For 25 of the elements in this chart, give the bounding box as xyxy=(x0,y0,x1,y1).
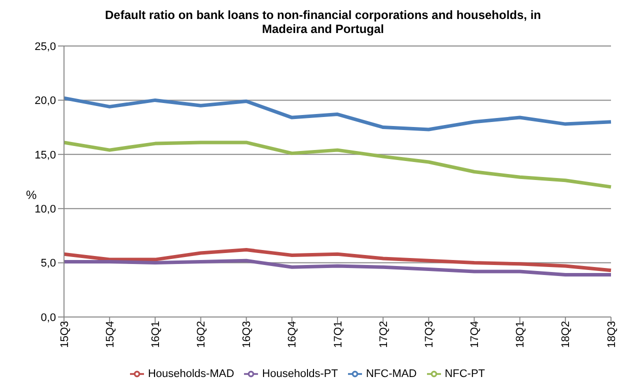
y-tick-label: 5,0 xyxy=(40,258,56,270)
x-tick-label: 16Q1 xyxy=(150,321,162,348)
chart-title: Default ratio on bank loans to non-financial corporations and households, in Madeira and Portugal xyxy=(104,8,542,36)
x-tick-label: 15Q4 xyxy=(104,321,116,348)
y-tick-label: 20,0 xyxy=(34,95,56,108)
legend-label: Households-MAD xyxy=(148,368,234,380)
y-tick-label: 0,0 xyxy=(40,312,56,324)
y-tick-label: 10,0 xyxy=(34,204,56,216)
legend-label: NFC-MAD xyxy=(366,368,417,380)
x-tick-label: 16Q2 xyxy=(196,321,208,348)
x-tick-label: 16Q4 xyxy=(286,321,299,348)
legend-label: NFC-PT xyxy=(444,368,486,380)
x-tick-label: 18Q1 xyxy=(514,321,527,348)
y-tick-label: 15,0 xyxy=(34,149,56,162)
x-tick-label: 17Q3 xyxy=(423,321,436,348)
y-tick-label: 25,0 xyxy=(34,40,56,53)
y-axis-title: % xyxy=(26,188,37,202)
x-tick-label: 18Q3 xyxy=(606,321,618,348)
x-tick-label: 17Q4 xyxy=(469,321,482,348)
x-tick-label: 16Q3 xyxy=(241,321,254,348)
x-tick-label: 17Q2 xyxy=(378,321,390,348)
x-tick-label: 15Q3 xyxy=(58,321,71,348)
legend-label: Households-PT xyxy=(262,368,338,380)
x-tick-label: 17Q1 xyxy=(332,321,344,348)
x-tick-label: 18Q2 xyxy=(560,321,572,348)
